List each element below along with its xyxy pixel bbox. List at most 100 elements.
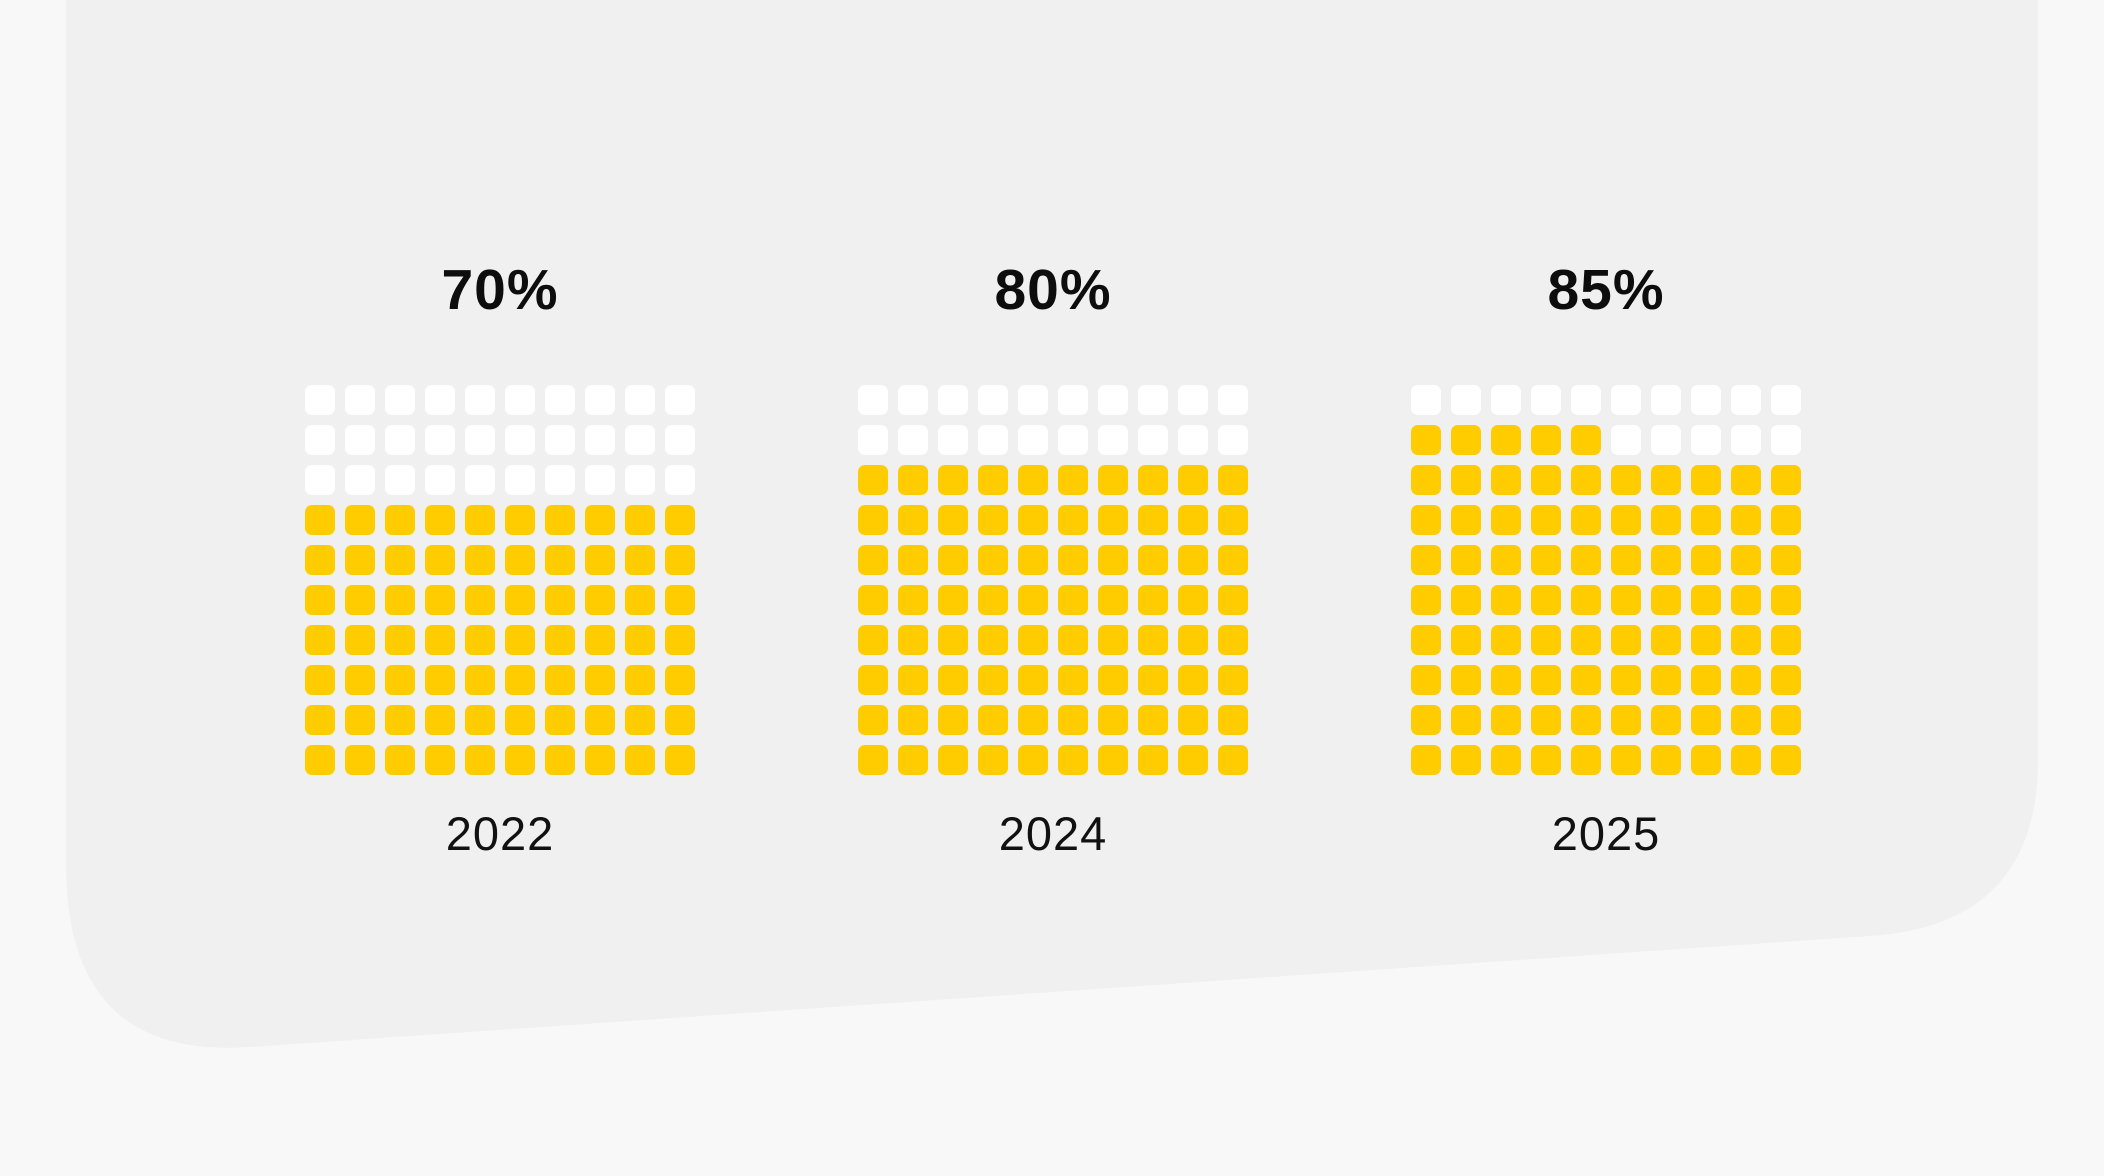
- waffle-cell-empty: [1098, 385, 1128, 415]
- waffle-cell-filled: [1651, 705, 1681, 735]
- waffle-cell-empty: [505, 385, 535, 415]
- waffle-cell-filled: [545, 545, 575, 575]
- waffle-cell-empty: [1611, 425, 1641, 455]
- waffle-cell-filled: [385, 665, 415, 695]
- waffle-cell-filled: [1531, 425, 1561, 455]
- waffle-cell-filled: [938, 585, 968, 615]
- waffle-cell-filled: [1218, 585, 1248, 615]
- waffle-cell-filled: [1138, 505, 1168, 535]
- waffle-cell-filled: [505, 665, 535, 695]
- waffle-cell-filled: [1138, 745, 1168, 775]
- waffle-cell-filled: [545, 665, 575, 695]
- waffle-cell-filled: [1691, 665, 1721, 695]
- waffle-cell-filled: [585, 585, 615, 615]
- waffle-cell-filled: [978, 505, 1008, 535]
- waffle-cell-empty: [465, 465, 495, 495]
- waffle-cell-filled: [1018, 745, 1048, 775]
- waffle-cell-empty: [425, 425, 455, 455]
- waffle-cell-filled: [345, 585, 375, 615]
- waffle-grid: [305, 385, 695, 775]
- waffle-cell-filled: [1571, 465, 1601, 495]
- waffle-cell-filled: [1058, 745, 1088, 775]
- waffle-cell-filled: [938, 625, 968, 655]
- waffle-cell-filled: [1611, 465, 1641, 495]
- waffle-cell-filled: [425, 505, 455, 535]
- waffle-cell-filled: [585, 505, 615, 535]
- waffle-cell-filled: [1098, 745, 1128, 775]
- waffle-cell-empty: [305, 425, 335, 455]
- waffle-cell-filled: [345, 745, 375, 775]
- waffle-cell-filled: [1731, 745, 1761, 775]
- waffle-cell-empty: [465, 425, 495, 455]
- waffle-cell-empty: [545, 385, 575, 415]
- waffle-cell-filled: [385, 545, 415, 575]
- waffle-cell-filled: [1531, 705, 1561, 735]
- waffle-cell-empty: [978, 385, 1008, 415]
- waffle-cell-filled: [385, 625, 415, 655]
- waffle-cell-empty: [625, 385, 655, 415]
- waffle-cell-filled: [1491, 425, 1521, 455]
- waffle-cell-filled: [1731, 585, 1761, 615]
- waffle-cell-filled: [665, 665, 695, 695]
- waffle-cell-empty: [1058, 385, 1088, 415]
- waffle-cell-filled: [1771, 745, 1801, 775]
- waffle-cell-filled: [1451, 505, 1481, 535]
- waffle-cell-empty: [465, 385, 495, 415]
- waffle-cell-empty: [1651, 425, 1681, 455]
- waffle-cell-filled: [1018, 585, 1048, 615]
- waffle-cell-empty: [305, 385, 335, 415]
- waffle-cell-filled: [305, 505, 335, 535]
- waffle-cell-filled: [665, 545, 695, 575]
- waffle-cell-filled: [1651, 745, 1681, 775]
- percentage-label: 70%: [441, 258, 559, 322]
- waffle-cell-filled: [1691, 625, 1721, 655]
- waffle-cell-filled: [898, 585, 928, 615]
- waffle-cell-filled: [585, 705, 615, 735]
- waffle-cell-filled: [1451, 665, 1481, 695]
- waffle-cell-filled: [898, 665, 928, 695]
- waffle-cell-filled: [1058, 465, 1088, 495]
- waffle-cell-filled: [858, 505, 888, 535]
- waffle-cell-filled: [1571, 705, 1601, 735]
- waffle-cell-filled: [938, 465, 968, 495]
- waffle-cell-empty: [1771, 425, 1801, 455]
- waffle-cell-empty: [625, 465, 655, 495]
- waffle-cell-filled: [345, 665, 375, 695]
- waffle-cell-filled: [1611, 585, 1641, 615]
- waffle-cell-empty: [585, 465, 615, 495]
- waffle-cell-filled: [1571, 745, 1601, 775]
- waffle-cell-empty: [505, 425, 535, 455]
- waffle-cell-filled: [858, 465, 888, 495]
- waffle-cell-filled: [1098, 545, 1128, 575]
- waffle-cell-filled: [1571, 625, 1601, 655]
- waffle-panel-2024: 80% 2024: [858, 0, 1248, 1176]
- waffle-cell-filled: [1451, 465, 1481, 495]
- waffle-cell-filled: [1218, 705, 1248, 735]
- waffle-cell-filled: [545, 625, 575, 655]
- waffle-cell-filled: [345, 505, 375, 535]
- waffle-cell-filled: [1451, 545, 1481, 575]
- waffle-cell-empty: [345, 425, 375, 455]
- waffle-cell-filled: [858, 545, 888, 575]
- waffle-cell-filled: [1018, 545, 1048, 575]
- waffle-cell-filled: [1771, 665, 1801, 695]
- waffle-cell-filled: [1411, 425, 1441, 455]
- waffle-cell-filled: [1058, 665, 1088, 695]
- waffle-cell-filled: [1178, 625, 1208, 655]
- waffle-cell-empty: [665, 465, 695, 495]
- waffle-cell-empty: [665, 385, 695, 415]
- waffle-cell-empty: [1138, 385, 1168, 415]
- waffle-cell-filled: [305, 545, 335, 575]
- waffle-grid: [1411, 385, 1801, 775]
- waffle-cell-filled: [1491, 465, 1521, 495]
- waffle-cell-filled: [305, 665, 335, 695]
- percentage-label: 85%: [1547, 258, 1665, 322]
- waffle-cell-filled: [465, 585, 495, 615]
- waffle-cell-filled: [1411, 625, 1441, 655]
- waffle-cell-filled: [425, 625, 455, 655]
- waffle-cell-filled: [1491, 665, 1521, 695]
- waffle-cell-filled: [1178, 505, 1208, 535]
- waffle-cell-filled: [465, 625, 495, 655]
